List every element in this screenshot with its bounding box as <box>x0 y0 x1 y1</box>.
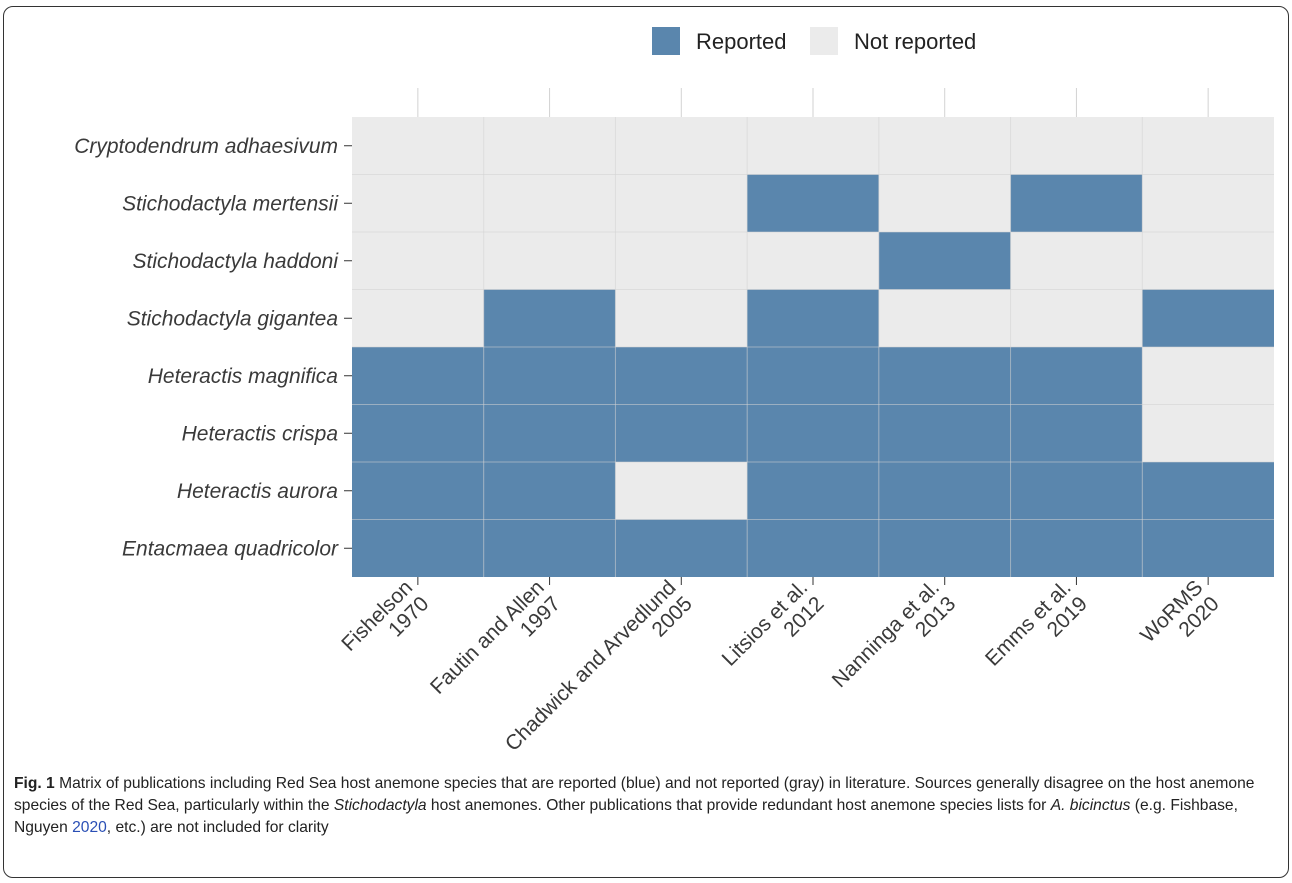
heatmap-cell-1-1 <box>483 174 616 232</box>
x-tick-label-6: WoRMS2020 <box>1136 576 1224 664</box>
heatmap-cell-0-5 <box>1010 117 1143 175</box>
caption-text-1: Matrix of publications including Red Sea… <box>14 775 1255 814</box>
heatmap-cell-2-0 <box>352 232 484 290</box>
caption-reference-link[interactable]: 2020 <box>72 819 107 836</box>
heatmap-cell-3-3 <box>747 289 879 347</box>
x-tick-label-3: Litsios et al.2012 <box>718 576 829 687</box>
x-tick-label-1: Fautin and Allen1997 <box>426 576 565 715</box>
heatmap-cell-5-2 <box>615 404 748 462</box>
heatmap-cell-6-1 <box>483 462 616 520</box>
heatmap-chart: Reported Not reported Cryptodendrum adhae… <box>74 27 1274 756</box>
heatmap-cell-0-6 <box>1142 117 1274 175</box>
y-tick-label-1: Stichodactyla mertensii <box>122 192 339 215</box>
heatmap-cell-0-0 <box>352 117 484 175</box>
heatmap-cell-4-2 <box>615 347 748 405</box>
heatmap-cell-7-0 <box>352 519 484 577</box>
heatmap-cell-3-2 <box>615 289 748 347</box>
heatmap-cell-7-4 <box>878 519 1011 577</box>
heatmap-cell-2-2 <box>615 232 748 290</box>
y-axis: Cryptodendrum adhaesivum Stichodactyla me… <box>74 135 352 560</box>
heatmap-cell-4-0 <box>352 347 484 405</box>
y-tick-label-5: Heteractis crispa <box>182 422 338 445</box>
heatmap-cell-7-2 <box>615 519 748 577</box>
caption-species: A. bicinctus <box>1050 797 1131 814</box>
heatmap-cell-1-5 <box>1010 174 1143 232</box>
y-tick-label-4: Heteractis magnifica <box>148 365 338 388</box>
heatmap-cell-1-6 <box>1142 174 1274 232</box>
caption-text-2: host anemones. Other publications that p… <box>426 797 1051 814</box>
heatmap-cell-0-3 <box>747 117 879 175</box>
heatmap-cell-6-2 <box>615 462 748 520</box>
heatmap-cell-7-1 <box>483 519 616 577</box>
legend: Reported Not reported <box>652 27 976 55</box>
heatmap-cell-5-4 <box>878 404 1011 462</box>
heatmap-cell-5-3 <box>747 404 879 462</box>
heatmap-cell-4-5 <box>1010 347 1143 405</box>
y-tick-label-7: Entacmaea quadricolor <box>122 537 339 560</box>
heatmap-cell-7-5 <box>1010 519 1143 577</box>
heatmap-cell-1-4 <box>878 174 1011 232</box>
caption-genus: Stichodactyla <box>333 797 427 814</box>
heatmap-cell-6-3 <box>747 462 879 520</box>
heatmap-cell-4-6 <box>1142 347 1274 405</box>
y-tick-label-2: Stichodactyla haddoni <box>133 250 340 273</box>
heatmap-cell-2-5 <box>1010 232 1143 290</box>
heatmap-cell-4-4 <box>878 347 1011 405</box>
y-tick-label-0: Cryptodendrum adhaesivum <box>74 135 338 158</box>
heatmap-cell-5-0 <box>352 404 484 462</box>
heatmap-cell-3-5 <box>1010 289 1143 347</box>
heatmap-cell-0-1 <box>483 117 616 175</box>
heatmap-cell-6-4 <box>878 462 1011 520</box>
heatmap-cell-5-5 <box>1010 404 1143 462</box>
caption-label: Fig. 1 <box>14 775 55 792</box>
x-tick-label-4: Nanninga et al.2013 <box>828 576 960 708</box>
heatmap-cells <box>352 88 1274 577</box>
x-tick-label-0: Fishelson1970 <box>337 576 433 672</box>
heatmap-cell-0-4 <box>878 117 1011 175</box>
heatmap-cell-3-4 <box>878 289 1011 347</box>
heatmap-cell-7-6 <box>1142 519 1274 577</box>
legend-label-1: Not reported <box>854 29 976 54</box>
heatmap-cell-2-3 <box>747 232 879 290</box>
heatmap-cell-5-6 <box>1142 404 1274 462</box>
heatmap-cell-3-1 <box>483 289 616 347</box>
legend-swatch-1 <box>810 27 838 55</box>
heatmap-cell-3-6 <box>1142 289 1274 347</box>
heatmap-cell-1-2 <box>615 174 748 232</box>
heatmap-cell-0-2 <box>615 117 748 175</box>
heatmap-cell-6-0 <box>352 462 484 520</box>
heatmap-cell-1-3 <box>747 174 879 232</box>
heatmap-cell-1-0 <box>352 174 484 232</box>
heatmap-cell-2-4 <box>878 232 1011 290</box>
figure-caption: Fig. 1 Matrix of publications including … <box>14 773 1276 839</box>
y-tick-label-6: Heteractis aurora <box>177 480 338 503</box>
heatmap-cell-6-5 <box>1010 462 1143 520</box>
y-tick-label-3: Stichodactyla gigantea <box>127 307 338 330</box>
heatmap-cell-3-0 <box>352 289 484 347</box>
x-tick-label-5: Emms et al.2019 <box>981 576 1092 687</box>
heatmap-cell-5-1 <box>483 404 616 462</box>
caption-text-4: , etc.) are not included for clarity <box>106 819 329 836</box>
heatmap-cell-2-1 <box>483 232 616 290</box>
legend-label-0: Reported <box>696 29 787 54</box>
legend-swatch-0 <box>652 27 680 55</box>
heatmap-cell-7-3 <box>747 519 879 577</box>
heatmap-cell-2-6 <box>1142 232 1274 290</box>
heatmap-cell-4-1 <box>483 347 616 405</box>
caption-text-3: (e.g. Fishbase, Nguyen <box>14 797 1238 836</box>
heatmap-cell-6-6 <box>1142 462 1274 520</box>
figure-frame <box>3 6 1289 878</box>
heatmap-cell-4-3 <box>747 347 879 405</box>
